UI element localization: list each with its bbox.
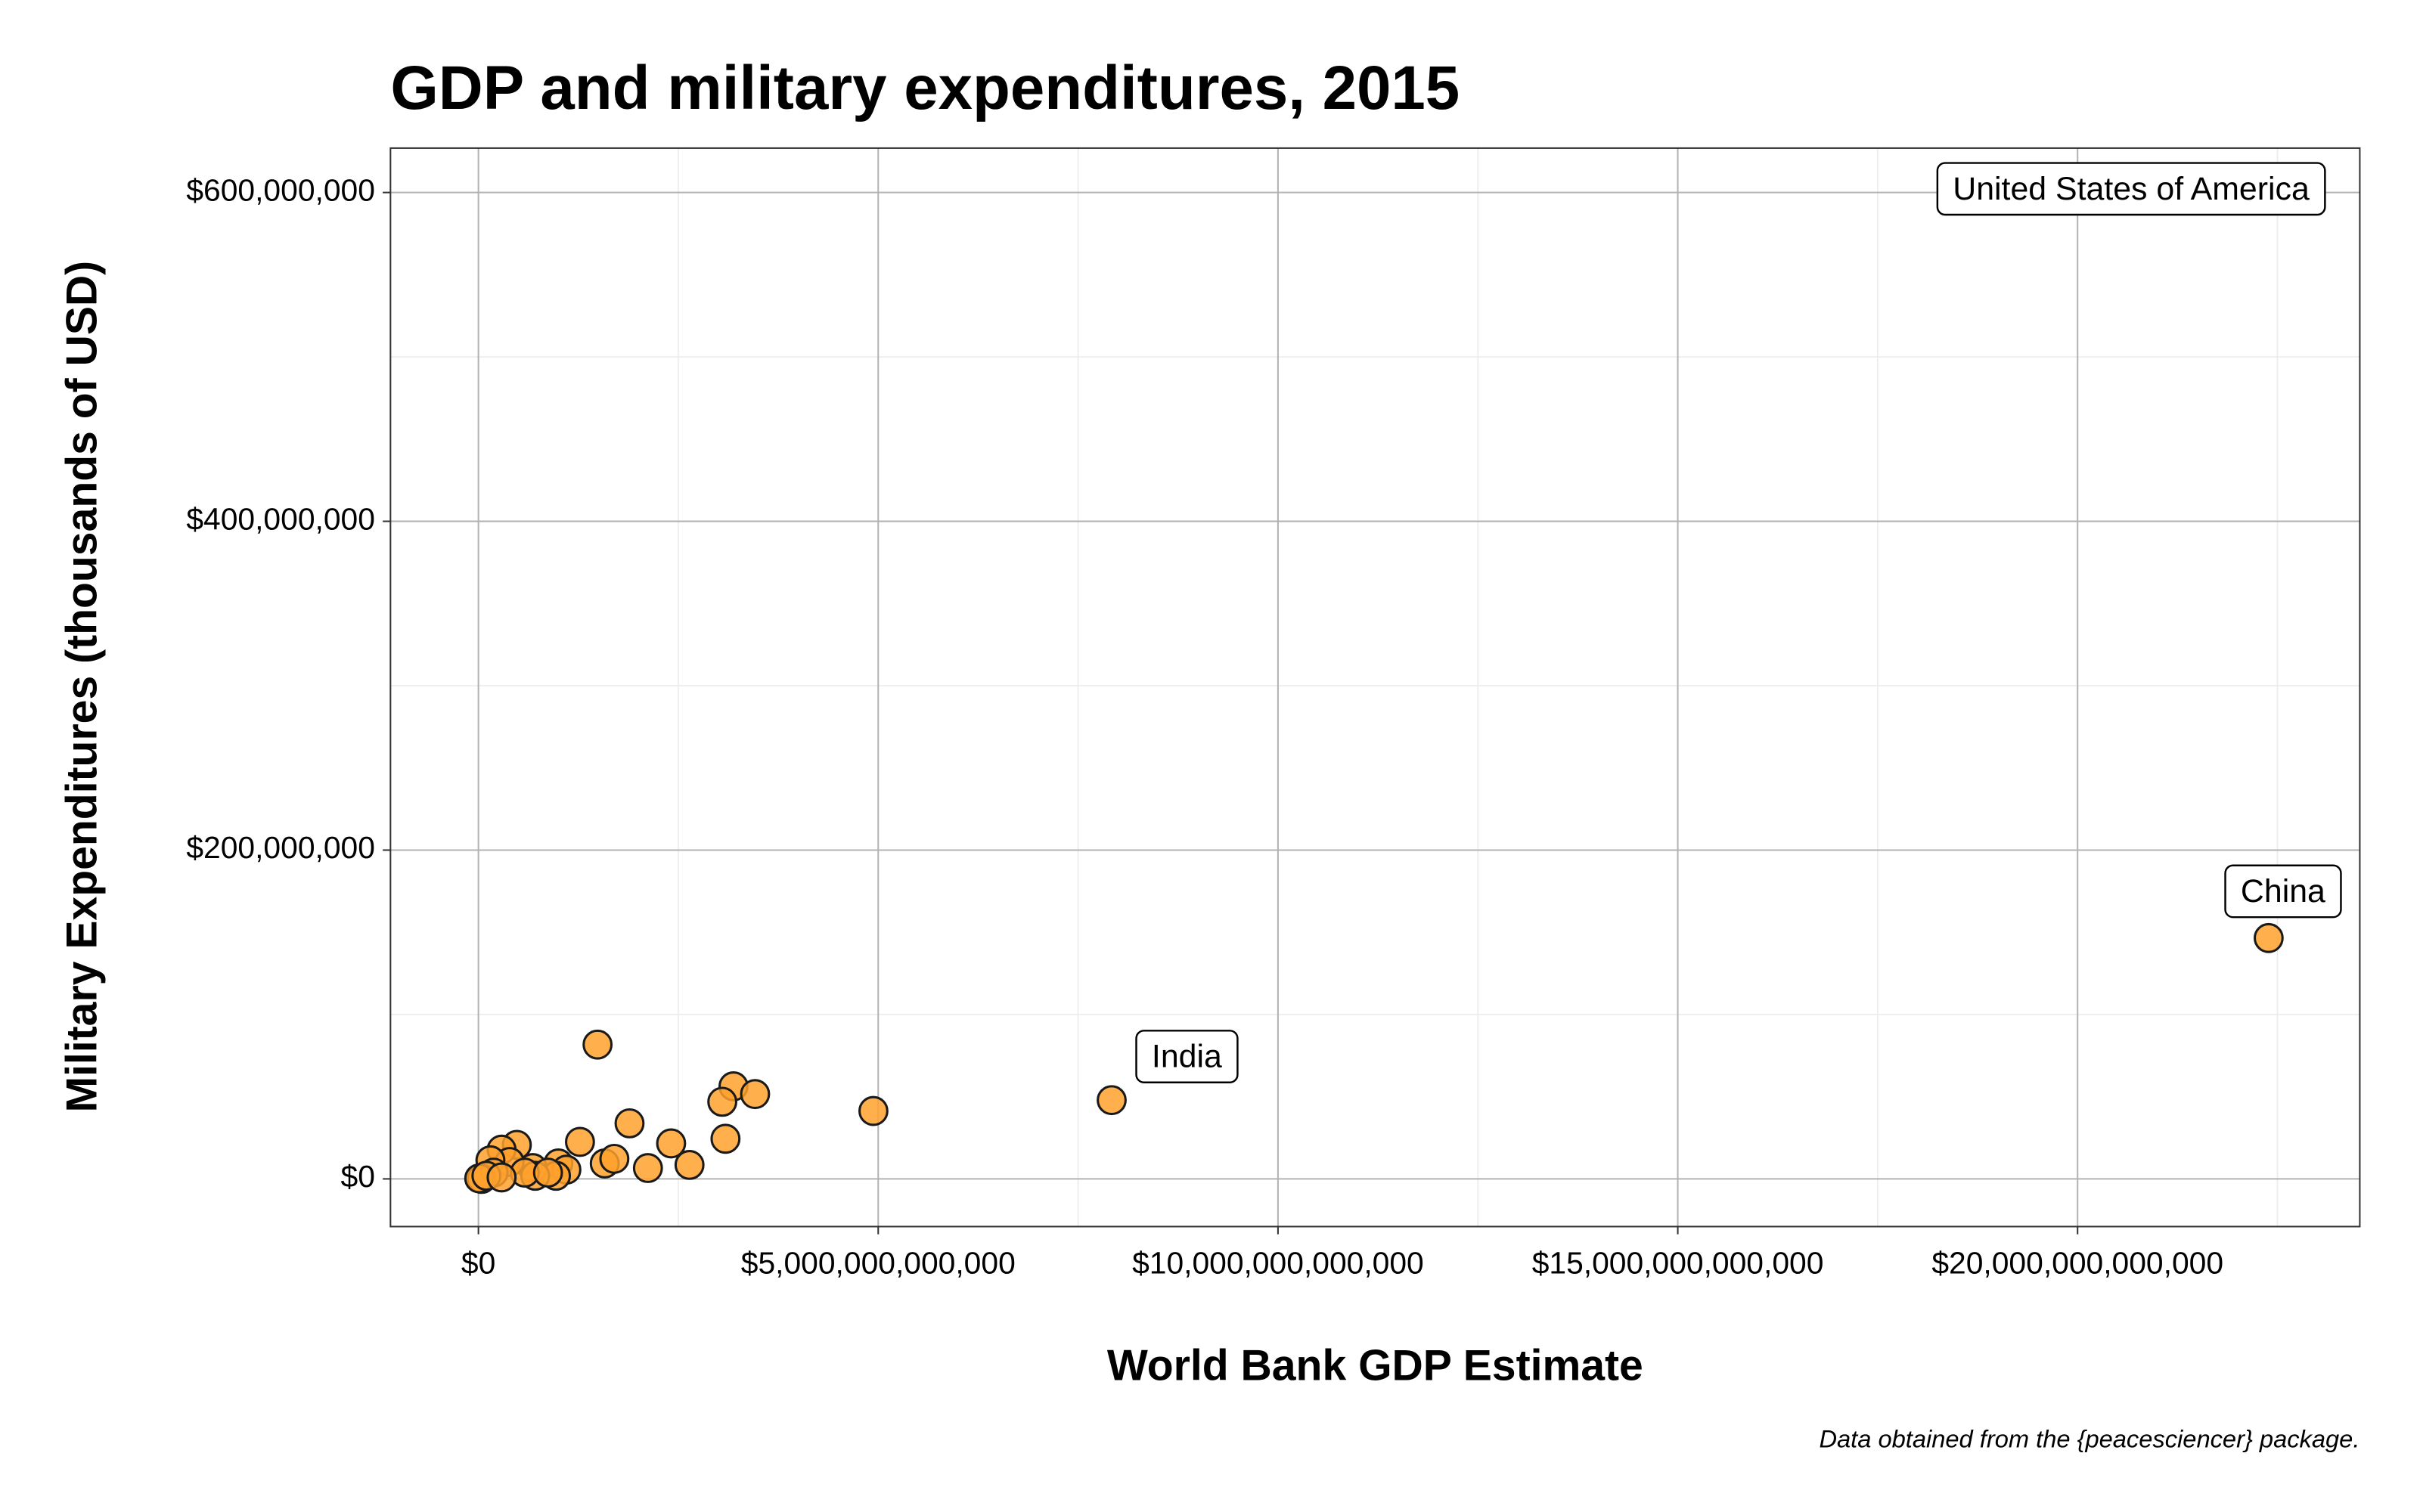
x-tick-label: $10,000,000,000,000	[1132, 1245, 1424, 1280]
annotation: China	[2224, 864, 2342, 919]
annotation-box	[1936, 162, 2326, 216]
x-tick-label: $5,000,000,000,000	[741, 1245, 1016, 1280]
point	[2253, 922, 2284, 953]
point	[532, 1157, 563, 1188]
annotation-box	[2224, 864, 2342, 919]
x-tick-label: $20,000,000,000,000	[1931, 1245, 2223, 1280]
y-tick-label: $600,000,000	[186, 172, 375, 207]
point	[656, 1128, 687, 1159]
caption: Data obtained from the {peacesciencer} p…	[1819, 1425, 2360, 1453]
point	[1097, 1085, 1127, 1116]
y-tick-label: $0	[341, 1159, 375, 1194]
chart-title: GDP and military expenditures, 2015	[390, 54, 1460, 122]
plot-border	[389, 147, 2361, 1228]
annotation: India	[1135, 1030, 1239, 1083]
point	[707, 1086, 737, 1117]
x-tick-label: $0	[461, 1245, 495, 1280]
point	[674, 1150, 705, 1180]
y-tick-label: $400,000,000	[186, 501, 375, 536]
point	[632, 1153, 663, 1183]
annotation-label: United States of America	[1953, 171, 2310, 207]
point	[740, 1079, 771, 1110]
x-axis-title: World Bank GDP Estimate	[1107, 1341, 1643, 1390]
point	[599, 1143, 630, 1174]
point	[582, 1029, 613, 1060]
y-tick-label: $200,000,000	[186, 830, 375, 865]
point	[614, 1108, 645, 1139]
point	[710, 1123, 741, 1154]
annotation: United States of America	[1936, 162, 2326, 216]
annotation-label: India	[1152, 1039, 1222, 1075]
point	[565, 1126, 595, 1157]
y-axis-title: Military Expenditures (thousands of USD)	[57, 261, 106, 1113]
annotation-box	[1135, 1030, 1239, 1083]
annotation-label: China	[2241, 873, 2325, 909]
point	[486, 1162, 517, 1193]
point	[858, 1095, 889, 1126]
x-tick-label: $15,000,000,000,000	[1532, 1245, 1824, 1280]
